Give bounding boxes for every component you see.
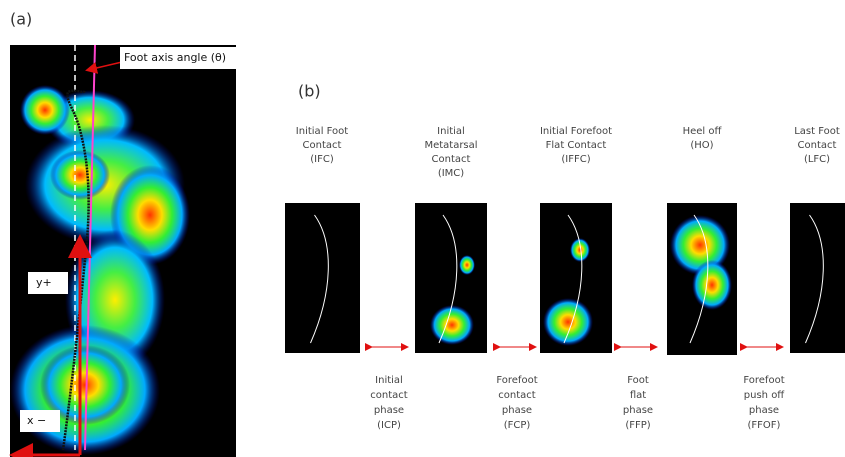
phase-label: (FFOF)	[748, 420, 781, 431]
stage-label: Contact	[798, 140, 837, 151]
stage-label: (IFC)	[310, 154, 334, 165]
phase-label: phase	[623, 405, 653, 416]
figure: (a) Foot axis angle (θ) y+ x − (b) Initi…	[0, 0, 845, 457]
pressure-blob	[459, 255, 475, 275]
stage-label: (HO)	[690, 140, 713, 151]
phase-label: flat	[630, 390, 646, 401]
pressure-blob	[692, 260, 732, 310]
stage-label: Initial Forefoot	[540, 126, 612, 137]
panel-label: (b)	[298, 82, 321, 101]
phase-label: Forefoot	[743, 375, 784, 386]
pressure-blob	[570, 238, 590, 262]
stage-label: Initial	[437, 126, 465, 137]
stage-label: Initial Foot	[296, 126, 348, 137]
phase-label: contact	[498, 390, 536, 401]
phase-label: phase	[749, 405, 779, 416]
phase-label: (ICP)	[377, 420, 401, 431]
stage-label: (IMC)	[438, 168, 464, 179]
stage-label: (LFC)	[804, 154, 830, 165]
stage-label: (IFFC)	[561, 154, 590, 165]
panel-b: Initial Foot Contact (IFC) Initial Metatarsa…	[285, 126, 845, 431]
phase-label: Forefoot	[496, 375, 537, 386]
phase-label: contact	[370, 390, 408, 401]
stage-label: Contact	[432, 154, 471, 165]
pressure-blob	[543, 298, 593, 346]
pressure-blob	[430, 305, 474, 345]
phase-label: phase	[502, 405, 532, 416]
stage-label: Last Foot	[794, 126, 840, 137]
phase-label: Foot	[627, 375, 649, 386]
x-axis-label: x −	[27, 414, 46, 427]
stage-label: Heel off	[683, 126, 723, 137]
pressure-image	[790, 203, 845, 353]
stage-label: Metatarsal	[424, 140, 477, 151]
phase-label: Initial	[375, 375, 403, 386]
panel-label: (a)	[10, 10, 32, 29]
pressure-image	[285, 203, 360, 353]
stage-label: Contact	[303, 140, 342, 151]
phase-label: phase	[374, 405, 404, 416]
phase-label: (FCP)	[504, 420, 531, 431]
phase-label: push off	[744, 390, 786, 401]
phase-label: (FFP)	[625, 420, 650, 431]
stage-label: Flat Contact	[546, 140, 607, 151]
annotation: Foot axis angle (θ)	[124, 51, 226, 64]
y-axis-label: y+	[36, 276, 52, 289]
